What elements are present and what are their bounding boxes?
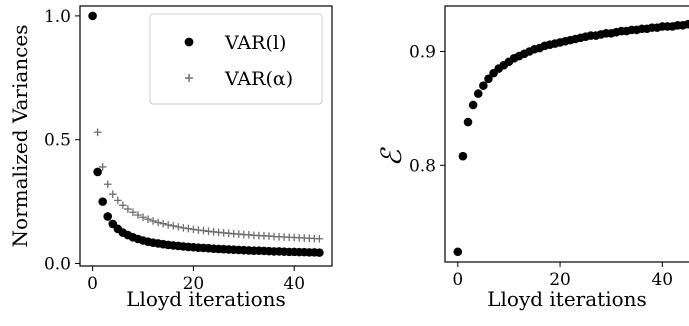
right-plot-frame: [444, 5, 689, 263]
right-y-ticks: 0.8 0.9: [409, 43, 445, 176]
left-point-var-l: [315, 248, 324, 257]
left-y-tick-label: 0.0: [44, 255, 71, 275]
left-point-var-l: [88, 11, 97, 21]
left-panel: 0 20 40 0.0 0.5 1.0 Lloyd iterations Normali…: [8, 5, 333, 311]
left-point-var-alpha: [139, 213, 147, 222]
left-point-var-alpha: [159, 219, 167, 228]
left-point-var-l: [98, 197, 107, 206]
left-y-tick-label: 1.0: [44, 7, 71, 27]
legend-label-var-alpha: VAR(α): [224, 68, 293, 90]
right-point-epsilon: [463, 117, 473, 127]
left-point-var-alpha: [129, 208, 137, 217]
left-point-var-alpha: [315, 234, 324, 243]
legend-frame: [149, 13, 323, 105]
left-point-var-alpha: [144, 215, 152, 223]
legend-label-var-l: VAR(l): [224, 32, 286, 54]
right-y-tick-label: 0.8: [409, 156, 436, 176]
left-point-var-alpha: [114, 196, 122, 205]
right-marks: [453, 19, 689, 257]
left-point-var-alpha: [149, 217, 157, 225]
left-y-tick-label: 0.5: [44, 131, 71, 151]
right-y-tick-label: 0.9: [409, 43, 436, 63]
left-point-var-alpha: [199, 226, 208, 235]
left-point-var-alpha: [98, 163, 107, 171]
left-x-ticks: 0 20 40: [87, 266, 305, 294]
left-point-var-alpha: [154, 218, 162, 227]
left-point-var-alpha: [184, 224, 193, 233]
left-point-var-alpha: [124, 205, 132, 213]
left-y-ticks: 0.0 0.5 1.0: [44, 7, 80, 275]
left-plot-frame: [79, 5, 333, 267]
right-x-tick-label: 0: [452, 270, 463, 290]
left-x-tick-label: 0: [87, 274, 98, 294]
right-point-epsilon: [458, 151, 468, 161]
left-point-var-l: [103, 212, 113, 221]
legend-marker-var-alpha: [185, 74, 193, 82]
left-point-var-alpha: [134, 211, 142, 219]
left-point-var-alpha: [169, 222, 178, 230]
left-y-axis-label: Normalized Variances: [8, 25, 32, 248]
left-point-var-l: [93, 167, 102, 177]
left-x-axis-label: Lloyd iterations: [126, 287, 286, 311]
left-x-tick-label: 40: [283, 274, 305, 294]
legend-marker-var-l: [184, 37, 194, 47]
right-point-epsilon: [468, 100, 478, 110]
left-point-var-alpha: [108, 190, 117, 198]
left-point-var-alpha: [119, 201, 127, 210]
left-point-var-alpha: [164, 221, 172, 229]
left-point-var-alpha: [93, 128, 102, 137]
right-x-ticks: 0 20 40: [452, 262, 673, 290]
right-point-epsilon: [484, 74, 493, 84]
left-point-var-alpha: [174, 223, 183, 231]
left-point-var-alpha: [103, 180, 112, 189]
right-point-epsilon: [473, 89, 483, 98]
right-point-epsilon: [479, 81, 488, 90]
right-x-tick-label: 40: [651, 270, 673, 290]
right-point-epsilon: [683, 19, 689, 29]
left-point-var-alpha: [189, 225, 198, 234]
right-y-axis-label: ℰ: [375, 146, 408, 166]
left-marks: [88, 11, 324, 257]
legend: VAR(l) VAR(α): [149, 13, 323, 105]
left-x-tick-label: 20: [183, 274, 205, 294]
right-panel: 0 20 40 0.8 0.9 Lloyd iterations ℰ: [375, 5, 689, 311]
right-x-tick-label: 20: [549, 270, 571, 290]
left-point-var-alpha: [179, 224, 188, 232]
right-point-epsilon: [453, 247, 463, 257]
right-x-axis-label: Lloyd iterations: [487, 287, 647, 311]
